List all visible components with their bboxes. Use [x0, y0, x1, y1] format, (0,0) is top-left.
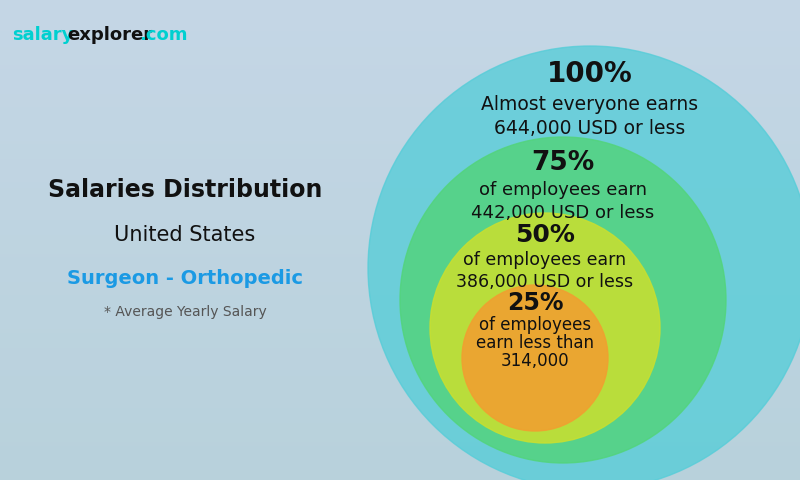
Text: explorer: explorer — [67, 26, 152, 44]
Text: of employees earn: of employees earn — [479, 181, 647, 199]
Text: earn less than: earn less than — [476, 334, 594, 352]
Circle shape — [400, 137, 726, 463]
Text: 314,000: 314,000 — [501, 352, 570, 370]
Text: 644,000 USD or less: 644,000 USD or less — [494, 120, 686, 139]
Text: salary: salary — [12, 26, 74, 44]
Text: .com: .com — [139, 26, 187, 44]
Text: Almost everyone earns: Almost everyone earns — [482, 95, 698, 113]
Text: 25%: 25% — [506, 291, 563, 315]
Text: Surgeon - Orthopedic: Surgeon - Orthopedic — [67, 268, 303, 288]
Text: of employees earn: of employees earn — [463, 251, 626, 269]
Text: United States: United States — [114, 225, 256, 245]
Text: 442,000 USD or less: 442,000 USD or less — [471, 204, 654, 222]
Text: Salaries Distribution: Salaries Distribution — [48, 178, 322, 202]
Circle shape — [368, 46, 800, 480]
Text: 100%: 100% — [547, 60, 633, 88]
Text: 50%: 50% — [515, 223, 575, 247]
Text: 75%: 75% — [531, 150, 594, 176]
Circle shape — [462, 285, 608, 431]
Text: of employees: of employees — [479, 316, 591, 334]
Circle shape — [430, 213, 660, 443]
Text: 386,000 USD or less: 386,000 USD or less — [457, 273, 634, 291]
Text: * Average Yearly Salary: * Average Yearly Salary — [104, 305, 266, 319]
